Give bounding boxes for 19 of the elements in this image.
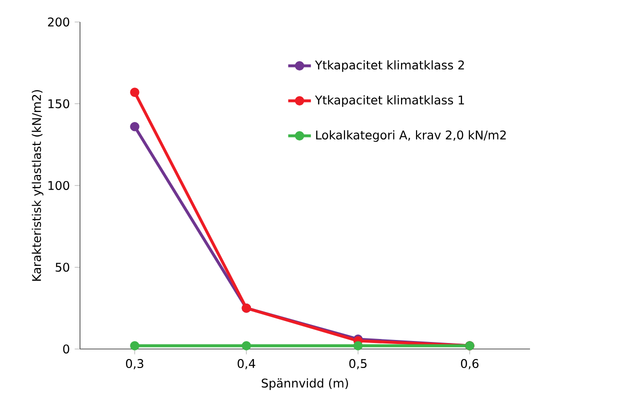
legend-label: Ytkapacitet klimatklass 1 [314, 95, 464, 107]
point [130, 88, 140, 97]
point [130, 341, 140, 350]
y-tick-label: 0 [63, 344, 70, 354]
x-tick-label: 0,4 [238, 359, 256, 370]
legend-label: Lokalkategori A, krav 2,0 kN/m2 [316, 130, 506, 142]
y-tick-label: 150 [48, 99, 70, 108]
point [130, 122, 140, 132]
y-tick-label: 200 [48, 17, 70, 27]
x-axis-title: Spännvidd (m) [262, 378, 348, 390]
y-axis-title: Karakteristisk ytlastlast (kN/m2) [32, 90, 44, 281]
y-tick-label: 50 [56, 262, 70, 272]
x-tick-label: 0,3 [126, 359, 144, 370]
x-tick-label: 0,5 [349, 359, 367, 370]
point [242, 341, 252, 350]
point [353, 341, 363, 350]
y-tick-label: 100 [48, 180, 70, 190]
legend-label: Ytkapacitet klimatklass 2 [314, 60, 464, 72]
x-tick-label: 0,6 [460, 359, 478, 370]
